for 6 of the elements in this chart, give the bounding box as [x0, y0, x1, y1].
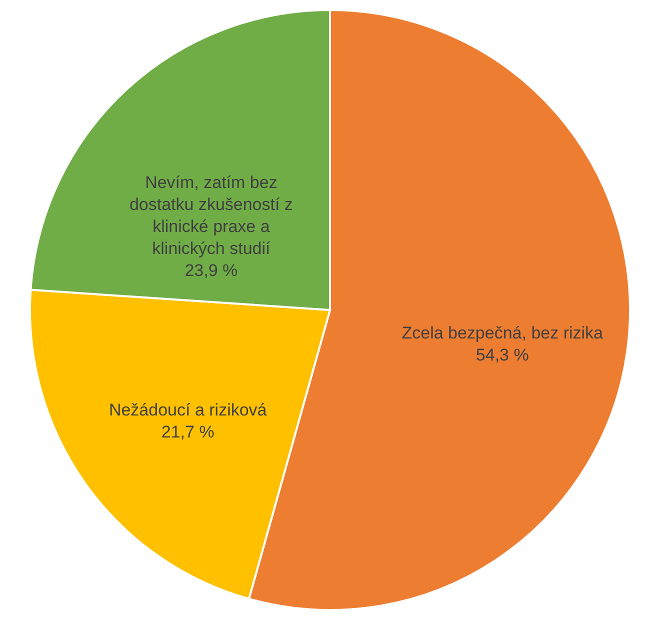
data-label: 23,9 % — [184, 260, 238, 280]
slice-label: Zcela bezpečná, bez rizika — [402, 324, 604, 343]
slice-label: Nevím, zatím bez dostatku zkušeností z klinické praxe a klinických studií — [129, 172, 293, 258]
slice-label: Nežádoucí a riziková — [108, 400, 268, 420]
data-label: 54,3 % — [476, 346, 529, 365]
data-label: 21,7 % — [161, 422, 214, 442]
